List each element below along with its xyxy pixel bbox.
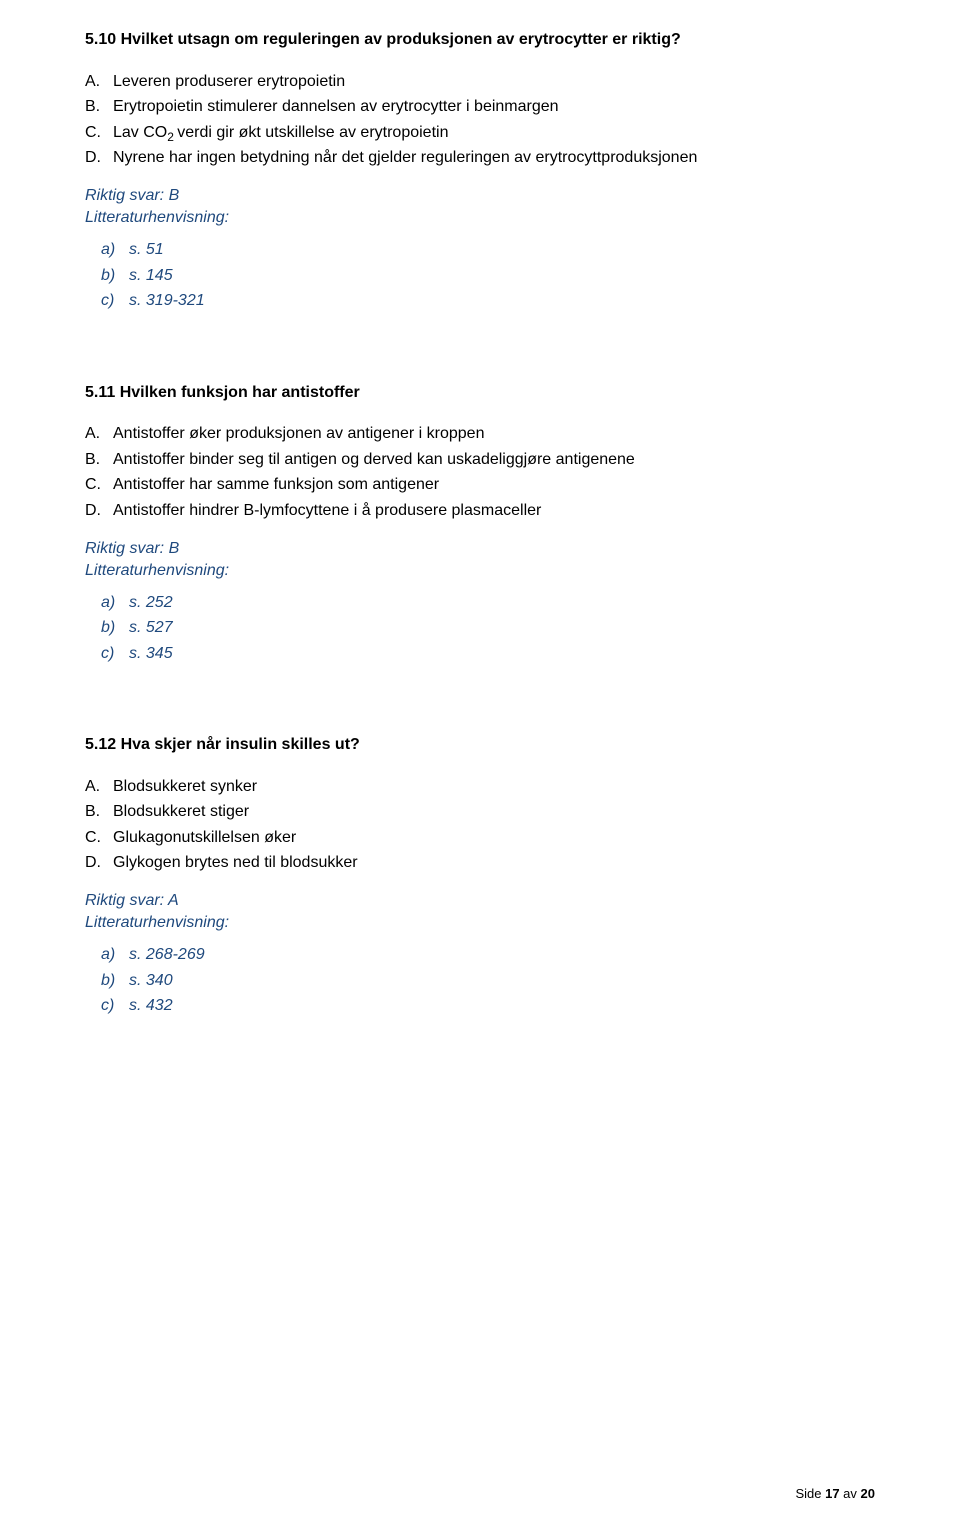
- option-text: Erytropoietin stimulerer dannelsen av er…: [113, 98, 559, 115]
- reference-letter: b): [101, 265, 125, 287]
- option-text: Nyrene har ingen betydning når det gjeld…: [113, 149, 697, 166]
- option-list: A.Antistoffer øker produksjonen av antig…: [85, 423, 875, 522]
- reference-item: b)s. 145: [129, 265, 875, 287]
- reference-text: s. 51: [129, 241, 164, 258]
- page-footer: Side 17 av 20: [795, 1486, 875, 1501]
- references-label: Litteraturhenvisning:: [85, 209, 875, 227]
- references-list: a)s. 268-269b)s. 340c)s. 432: [85, 944, 875, 1017]
- questions-container: 5.10 Hvilket utsagn om reguleringen av p…: [85, 30, 875, 1018]
- references-list: a)s. 252b)s. 527c)s. 345: [85, 592, 875, 665]
- option-letter: B.: [85, 801, 109, 823]
- option-text: Lav CO2 verdi gir økt utskillelse av ery…: [113, 124, 448, 141]
- footer-page: 17: [825, 1486, 839, 1501]
- option-item: C.Antistoffer har samme funksjon som ant…: [113, 474, 875, 496]
- reference-text: s. 268-269: [129, 946, 205, 963]
- reference-letter: c): [101, 995, 125, 1017]
- reference-text: s. 252: [129, 594, 173, 611]
- option-item: C.Lav CO2 verdi gir økt utskillelse av e…: [113, 122, 875, 144]
- correct-answer: Riktig svar: B: [85, 187, 875, 205]
- question-block: 5.10 Hvilket utsagn om reguleringen av p…: [85, 30, 875, 313]
- option-item: B.Blodsukkeret stiger: [113, 801, 875, 823]
- question-block: 5.12 Hva skjer når insulin skilles ut? A.…: [85, 735, 875, 1018]
- question-title: 5.10 Hvilket utsagn om reguleringen av p…: [85, 30, 875, 51]
- reference-item: b)s. 527: [129, 617, 875, 639]
- option-list: A.Leveren produserer erytropoietinB.Eryt…: [85, 71, 875, 170]
- reference-letter: b): [101, 970, 125, 992]
- reference-letter: c): [101, 290, 125, 312]
- reference-item: a)s. 268-269: [129, 944, 875, 966]
- option-letter: A.: [85, 776, 109, 798]
- option-list: A.Blodsukkeret synkerB.Blodsukkeret stig…: [85, 776, 875, 875]
- references-label: Litteraturhenvisning:: [85, 914, 875, 932]
- option-item: D.Antistoffer hindrer B-lymfocyttene i å…: [113, 500, 875, 522]
- reference-text: s. 345: [129, 645, 173, 662]
- option-text: Antistoffer har samme funksjon som antig…: [113, 476, 439, 493]
- option-item: C.Glukagonutskillelsen øker: [113, 827, 875, 849]
- option-letter: D.: [85, 852, 109, 874]
- option-letter: B.: [85, 449, 109, 471]
- footer-total: 20: [861, 1486, 875, 1501]
- reference-text: s. 527: [129, 619, 173, 636]
- option-text: Blodsukkeret stiger: [113, 803, 249, 820]
- option-letter: A.: [85, 71, 109, 93]
- option-item: D.Glykogen brytes ned til blodsukker: [113, 852, 875, 874]
- option-item: A.Leveren produserer erytropoietin: [113, 71, 875, 93]
- reference-letter: a): [101, 592, 125, 614]
- reference-item: b)s. 340: [129, 970, 875, 992]
- reference-letter: b): [101, 617, 125, 639]
- option-text: Antistoffer binder seg til antigen og de…: [113, 451, 635, 468]
- document-body: 5.10 Hvilket utsagn om reguleringen av p…: [85, 30, 875, 1018]
- question-title: 5.12 Hva skjer når insulin skilles ut?: [85, 735, 875, 756]
- references-label: Litteraturhenvisning:: [85, 562, 875, 580]
- option-letter: D.: [85, 147, 109, 169]
- option-letter: B.: [85, 96, 109, 118]
- question-block: 5.11 Hvilken funksjon har antistofferA.A…: [85, 383, 875, 666]
- footer-prefix: Side: [795, 1486, 825, 1501]
- correct-answer: Riktig svar: B: [85, 540, 875, 558]
- option-letter: A.: [85, 423, 109, 445]
- option-text: Glykogen brytes ned til blodsukker: [113, 854, 358, 871]
- option-text: Antistoffer øker produksjonen av antigen…: [113, 425, 484, 442]
- option-letter: C.: [85, 827, 109, 849]
- reference-letter: a): [101, 239, 125, 261]
- reference-text: s. 432: [129, 997, 173, 1014]
- option-item: B.Antistoffer binder seg til antigen og …: [113, 449, 875, 471]
- footer-middle: av: [840, 1486, 861, 1501]
- option-letter: C.: [85, 474, 109, 496]
- reference-text: s. 319-321: [129, 292, 205, 309]
- reference-letter: a): [101, 944, 125, 966]
- option-letter: C.: [85, 122, 109, 144]
- question-title: 5.11 Hvilken funksjon har antistoffer: [85, 383, 875, 404]
- reference-item: a)s. 51: [129, 239, 875, 261]
- option-item: A.Antistoffer øker produksjonen av antig…: [113, 423, 875, 445]
- option-text: Blodsukkeret synker: [113, 778, 257, 795]
- option-item: B.Erytropoietin stimulerer dannelsen av …: [113, 96, 875, 118]
- reference-text: s. 145: [129, 267, 173, 284]
- reference-item: c)s. 319-321: [129, 290, 875, 312]
- option-text: Leveren produserer erytropoietin: [113, 73, 345, 90]
- reference-item: c)s. 345: [129, 643, 875, 665]
- reference-letter: c): [101, 643, 125, 665]
- option-letter: D.: [85, 500, 109, 522]
- option-item: D.Nyrene har ingen betydning når det gje…: [113, 147, 875, 169]
- option-item: A.Blodsukkeret synker: [113, 776, 875, 798]
- option-text: Glukagonutskillelsen øker: [113, 829, 296, 846]
- references-list: a)s. 51b)s. 145c)s. 319-321: [85, 239, 875, 312]
- reference-text: s. 340: [129, 972, 173, 989]
- reference-item: a)s. 252: [129, 592, 875, 614]
- option-text: Antistoffer hindrer B-lymfocyttene i å p…: [113, 502, 541, 519]
- correct-answer: Riktig svar: A: [85, 892, 875, 910]
- reference-item: c)s. 432: [129, 995, 875, 1017]
